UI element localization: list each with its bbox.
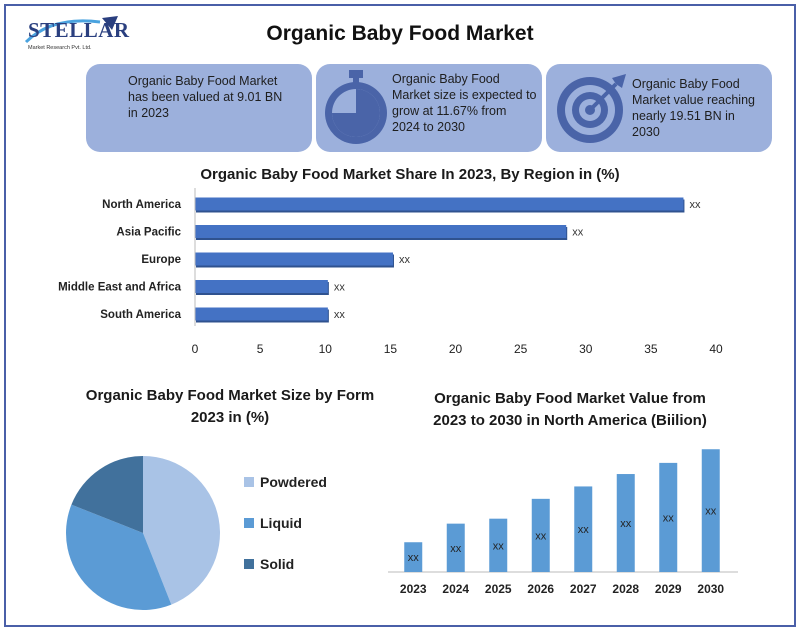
- value-bar: [659, 462, 678, 572]
- card-line: Organic Baby Food Market: [128, 74, 278, 88]
- region-label: South America: [100, 309, 181, 321]
- x-tick-label: 25: [514, 342, 528, 356]
- region-bar: [195, 252, 393, 266]
- x-tick-label: 10: [319, 342, 333, 356]
- year-label: 2023: [400, 582, 427, 596]
- legend-liquid: Liquid: [244, 515, 302, 531]
- year-label: 2025: [485, 582, 512, 596]
- region-bar: [195, 197, 684, 211]
- form-chart-title: Organic Baby Food Market Size by Form 20…: [30, 385, 430, 429]
- card-line: Organic Baby Food: [632, 77, 740, 91]
- data-label: xx: [535, 530, 547, 542]
- legend-swatch-powdered: [244, 477, 254, 487]
- x-tick-label: 40: [709, 342, 723, 356]
- logo-swoosh: [24, 16, 118, 44]
- na-value-chart-title-line: Organic Baby Food Market Value from: [434, 390, 706, 407]
- year-label: 2026: [527, 582, 554, 596]
- data-label: xx: [689, 199, 701, 211]
- year-label: 2027: [570, 582, 597, 596]
- form-pie-chart: [65, 456, 221, 610]
- value-bar: [616, 474, 635, 572]
- card-line: 2030: [632, 125, 660, 139]
- data-label: xx: [450, 543, 462, 555]
- x-tick-label: 30: [579, 342, 593, 356]
- region-bar: [195, 280, 328, 293]
- legend-label: Solid: [260, 556, 295, 572]
- region-chart-title: Organic Baby Food Market Share In 2023, …: [200, 166, 620, 183]
- year-label: 2024: [442, 582, 469, 596]
- legend-label: Liquid: [260, 515, 302, 531]
- data-label: xx: [572, 227, 584, 239]
- target-icon: [554, 70, 630, 151]
- card-line: Market value reaching: [632, 93, 755, 107]
- card-growth-rate: Organic Baby Food Market size is expecte…: [316, 64, 542, 152]
- stopwatch-icon: [320, 68, 392, 153]
- value-bar: [404, 542, 423, 572]
- card-line: has been valued at 9.01 BN: [128, 90, 283, 104]
- value-bar: [489, 518, 508, 572]
- form-chart-title-line: Organic Baby Food Market Size by Form: [85, 387, 375, 404]
- na-value-chart-title: Organic Baby Food Market Value from 2023…: [390, 388, 750, 432]
- data-label: xx: [399, 254, 411, 266]
- value-bar: [701, 449, 720, 572]
- value-bar: [531, 498, 550, 572]
- na-value-chart: xx 2023 xx 2024 xx 2025 xx 2026 xx 2027 xx 2028 xx 20…: [388, 449, 738, 596]
- data-label: xx: [705, 506, 717, 518]
- year-label: 2029: [655, 582, 682, 596]
- card-line: in 2023: [128, 106, 170, 120]
- region-label: Europe: [141, 254, 181, 266]
- data-label: xx: [578, 524, 590, 536]
- brand-subtitle: Market Research Pvt. Ltd.: [28, 45, 92, 51]
- card-text: Organic Baby Food Market size is expecte…: [392, 71, 537, 135]
- brand-name: STELLAR: [28, 18, 130, 42]
- card-text: Organic Baby Food Market has been valued…: [128, 73, 282, 121]
- legend-label: Powdered: [260, 474, 327, 490]
- legend-swatch-liquid: [244, 518, 254, 528]
- card-line: Organic Baby Food: [392, 72, 500, 86]
- legend-powdered: Powdered: [244, 474, 327, 490]
- region-label: Middle East and Africa: [58, 282, 182, 294]
- value-bar: [446, 523, 465, 572]
- form-chart-title-line: 2023 in (%): [190, 409, 270, 426]
- data-label: xx: [334, 282, 346, 294]
- region-label: Asia Pacific: [116, 227, 181, 239]
- x-tick-label: 0: [192, 342, 199, 356]
- card-line: grow at 11.67% from: [392, 104, 507, 118]
- card-line: nearly 19.51 BN in: [632, 109, 735, 123]
- page-title: Organic Baby Food Market: [266, 22, 534, 45]
- year-label: 2028: [612, 582, 639, 596]
- year-label: 2030: [697, 582, 724, 596]
- region-share-chart: North America xx Asia Pacific xx Europe xx Mid…: [58, 188, 723, 356]
- x-tick-label: 15: [384, 342, 398, 356]
- data-label: xx: [620, 518, 632, 530]
- data-label: xx: [493, 540, 505, 552]
- legend-swatch-solid: [244, 559, 254, 569]
- region-bar: [195, 307, 328, 321]
- pie-slice-liquid: [65, 504, 172, 610]
- data-label: xx: [408, 552, 420, 564]
- card-market-value: Organic Baby Food Market has been valued…: [86, 64, 312, 152]
- brand-logo: STELLAR Market Research Pvt. Ltd.: [22, 12, 132, 58]
- na-value-chart-title-line: 2023 to 2030 in North America (Biilion): [433, 412, 707, 429]
- region-bar: [195, 225, 567, 238]
- card-line: 2024 to 2030: [392, 120, 465, 134]
- value-bar: [574, 486, 593, 572]
- x-tick-label: 35: [644, 342, 658, 356]
- legend-solid: Solid: [244, 556, 294, 572]
- card-text: Organic Baby Food Market value reaching …: [632, 76, 755, 140]
- card-line: Market size is expected to: [392, 88, 537, 102]
- data-label: xx: [663, 512, 675, 524]
- region-label: North America: [102, 199, 181, 211]
- x-tick-label: 20: [449, 342, 463, 356]
- pie-slice-powdered: [143, 456, 221, 605]
- page-frame: [4, 4, 796, 627]
- card-forecast-value: Organic Baby Food Market value reaching …: [546, 64, 772, 152]
- pie-slice-solid: [71, 456, 143, 533]
- x-tick-label: 5: [257, 342, 264, 356]
- data-label: xx: [334, 309, 346, 321]
